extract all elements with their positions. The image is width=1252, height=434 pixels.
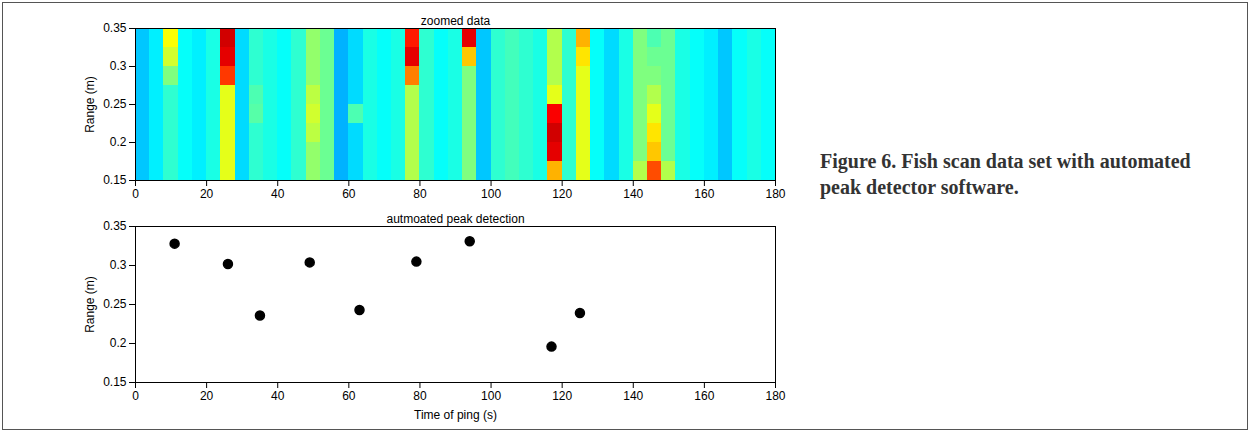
svg-text:120: 120 [552, 389, 572, 403]
svg-text:zoomed data: zoomed data [421, 14, 491, 28]
svg-text:autmoated peak detection: autmoated peak detection [386, 212, 524, 226]
svg-text:80: 80 [413, 389, 427, 403]
svg-text:0.2: 0.2 [110, 336, 127, 350]
svg-text:0.15: 0.15 [103, 375, 127, 389]
svg-text:0.15: 0.15 [103, 173, 127, 187]
svg-text:180: 180 [765, 187, 785, 201]
svg-text:160: 160 [694, 187, 714, 201]
svg-text:100: 100 [481, 187, 501, 201]
svg-text:80: 80 [413, 187, 427, 201]
svg-text:140: 140 [623, 389, 643, 403]
svg-text:40: 40 [271, 187, 285, 201]
html-text:Figure 6. Fish scan data set w: Figure 6. Fish scan data set with automa… [820, 150, 1191, 198]
svg-text:0.35: 0.35 [103, 219, 127, 233]
svg-text:Range (m): Range (m) [83, 76, 97, 133]
svg-text:Time of ping (s): Time of ping (s) [414, 408, 497, 422]
svg-text:0.3: 0.3 [110, 59, 127, 73]
svg-text:60: 60 [342, 389, 356, 403]
svg-text:0.3: 0.3 [110, 258, 127, 272]
svg-text:60: 60 [342, 187, 356, 201]
svg-text:20: 20 [200, 187, 214, 201]
svg-text:Range (m): Range (m) [83, 276, 97, 333]
svg-text:180: 180 [765, 389, 785, 403]
svg-text:100: 100 [481, 389, 501, 403]
svg-text:0: 0 [132, 389, 139, 403]
svg-text:0: 0 [132, 187, 139, 201]
svg-text:40: 40 [271, 389, 285, 403]
svg-text:120: 120 [552, 187, 572, 201]
svg-text:0.35: 0.35 [103, 21, 127, 35]
svg-text:140: 140 [623, 187, 643, 201]
svg-text:160: 160 [694, 389, 714, 403]
svg-text:20: 20 [200, 389, 214, 403]
svg-text:0.25: 0.25 [103, 97, 127, 111]
svg-text:0.2: 0.2 [110, 135, 127, 149]
svg-text:0.25: 0.25 [103, 297, 127, 311]
